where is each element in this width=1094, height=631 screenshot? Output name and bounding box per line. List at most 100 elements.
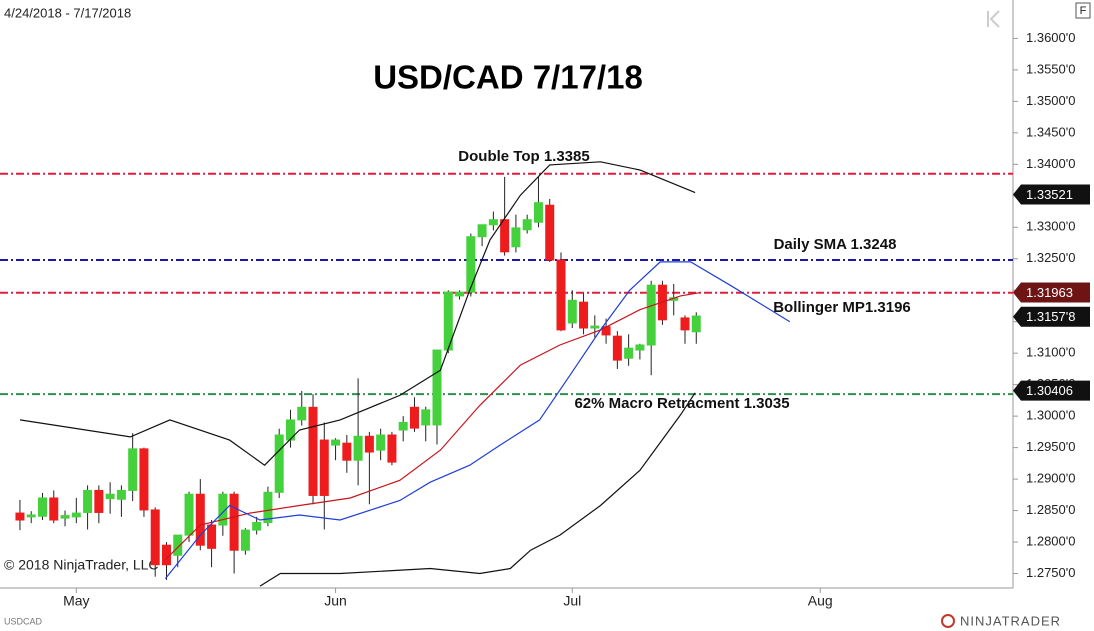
y-tick-label: 1.3300'0 <box>1026 219 1075 234</box>
price-marker <box>1013 184 1090 205</box>
x-tick-label: Jul <box>563 593 581 609</box>
indicator-line <box>164 292 700 561</box>
y-tick-label: 1.3400'0 <box>1026 156 1075 171</box>
indicator-line <box>19 161 696 466</box>
candle-body <box>274 434 284 493</box>
logo-text: NINJATRADER <box>960 613 1061 628</box>
candle-body <box>207 524 217 549</box>
candle-body <box>409 406 419 429</box>
candle-body <box>387 434 397 463</box>
candle-body <box>26 514 36 518</box>
candle-body <box>545 204 555 261</box>
candle-body <box>195 493 205 546</box>
candle-body <box>612 335 622 361</box>
level-label: 62% Macro Retracment 1.3035 <box>574 395 789 412</box>
button-box[interactable] <box>1075 2 1091 19</box>
button-label[interactable]: F <box>1080 5 1087 17</box>
indicator-line <box>164 261 791 579</box>
candle-body <box>229 493 239 551</box>
candle-body <box>263 491 273 524</box>
candle-body <box>364 435 374 453</box>
candle-body <box>635 344 645 351</box>
logo: NINJATRADER <box>941 613 1061 628</box>
candle-body <box>579 301 589 329</box>
candle-body <box>691 315 701 333</box>
candle-body <box>522 219 532 231</box>
price-marker-label: 1.33521 <box>1026 187 1073 202</box>
candle-body <box>477 224 487 238</box>
candle-body <box>15 512 25 521</box>
logo-mark <box>941 614 955 628</box>
price-marker <box>1013 306 1090 327</box>
collapse-icon[interactable] <box>987 10 1000 28</box>
candle-body <box>624 347 634 359</box>
candle-body <box>60 515 70 519</box>
candle-body <box>500 219 510 253</box>
y-tick-label: 1.3500'0 <box>1026 93 1075 108</box>
candle-body <box>308 406 318 496</box>
candle-body <box>173 534 183 556</box>
candle-body <box>94 489 104 513</box>
y-tick-label: 1.2950'0 <box>1026 439 1075 454</box>
price-marker-label: 1.30406 <box>1026 383 1073 398</box>
candle-body <box>432 349 442 426</box>
candle-body <box>240 529 250 551</box>
level-label: Bollinger MP1.3196 <box>773 299 911 316</box>
y-tick-label: 1.2900'0 <box>1026 471 1075 486</box>
date-range: 4/24/2018 - 7/17/2018 <box>4 5 131 20</box>
candle-body <box>105 493 115 500</box>
chart-title: USD/CAD 7/17/18 <box>373 59 643 96</box>
candle-body <box>116 489 126 500</box>
x-tick-label: Aug <box>808 593 833 609</box>
candle-body <box>353 435 363 461</box>
candle-body <box>285 419 295 441</box>
candle-body <box>161 544 171 566</box>
y-tick-label: 1.3550'0 <box>1026 61 1075 76</box>
candle-body <box>590 325 600 329</box>
price-marker-label: 1.31963 <box>1026 285 1073 300</box>
candle-body <box>297 406 307 421</box>
y-tick-label: 1.3000'0 <box>1026 408 1075 423</box>
candle-body <box>150 509 160 566</box>
candle-body <box>184 493 194 536</box>
candle-body <box>376 434 386 451</box>
candle-body <box>421 409 431 426</box>
candle-body <box>466 236 476 293</box>
y-tick-label: 1.3250'0 <box>1026 250 1075 265</box>
level-label: Double Top 1.3385 <box>458 148 589 165</box>
level-label: Daily SMA 1.3248 <box>774 236 897 253</box>
candle-body <box>319 439 329 496</box>
candle-body <box>567 299 577 324</box>
x-tick-label: Jun <box>324 593 347 609</box>
y-tick-label: 1.3450'0 <box>1026 124 1075 139</box>
candle-body <box>128 448 138 491</box>
candle-body <box>455 291 465 297</box>
y-tick-label: 1.2750'0 <box>1026 565 1075 580</box>
candle-body <box>49 497 59 521</box>
candle-body <box>488 219 498 226</box>
y-tick-label: 1.2850'0 <box>1026 502 1075 517</box>
candle-body <box>252 522 262 531</box>
x-tick-label: May <box>63 593 89 609</box>
candle-body <box>511 227 521 248</box>
symbol: USDCAD <box>4 616 43 626</box>
candle-body <box>556 259 566 331</box>
candle-body <box>139 448 149 511</box>
candle-body <box>331 439 341 446</box>
y-tick-label: 1.3100'0 <box>1026 345 1075 360</box>
candle-body <box>398 421 408 431</box>
y-tick-label: 1.3600'0 <box>1026 30 1075 45</box>
candle-body <box>342 442 352 461</box>
candle-body <box>83 489 93 513</box>
plot-area <box>0 161 1013 587</box>
price-marker <box>1013 380 1090 401</box>
price-marker <box>1013 282 1090 303</box>
candle-body <box>37 497 47 517</box>
candle-body <box>218 493 228 526</box>
price-marker-label: 1.3157'8 <box>1026 309 1075 324</box>
candle-body <box>680 317 690 331</box>
icon-arrow <box>989 10 1000 28</box>
candle-body <box>71 512 81 518</box>
